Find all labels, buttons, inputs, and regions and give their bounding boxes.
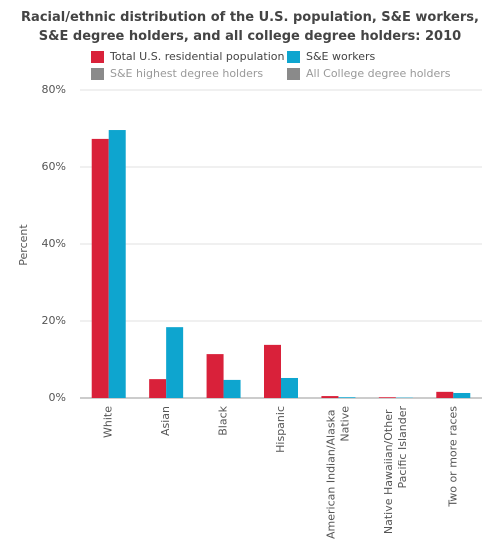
- y-tick-label: 20%: [42, 314, 66, 327]
- bar: [108, 130, 126, 399]
- x-tick-group: Two or more races: [446, 406, 459, 508]
- y-tick-label: 80%: [42, 83, 66, 96]
- x-tick-group: Hispanic: [274, 406, 287, 453]
- chart-title: Racial/ethnic distribution of the U.S. p…: [21, 10, 479, 44]
- bar: [378, 397, 396, 398]
- y-tick-label: 0%: [49, 391, 66, 404]
- bar: [91, 138, 109, 398]
- x-tick-label: Asian: [159, 406, 172, 436]
- y-tick-label: 40%: [42, 237, 66, 250]
- bar: [321, 396, 339, 398]
- legend-label: S&E highest degree holders: [110, 67, 263, 80]
- x-tick-label: White: [102, 406, 115, 438]
- y-tick-label: 60%: [42, 160, 66, 173]
- x-tick-label: Two or more races: [446, 406, 459, 508]
- x-tick-label: Black: [217, 405, 230, 435]
- legend-swatch: [287, 51, 300, 63]
- x-tick-group: Black: [217, 405, 230, 435]
- x-tick-group: Native Hawaiian/Other Pacific Islander: [382, 406, 409, 535]
- bar: [166, 327, 184, 398]
- x-tick-group: White: [102, 406, 115, 438]
- x-tick-group: American Indian/Alaska Native: [324, 406, 351, 539]
- x-tick-label: Native Hawaiian/Other Pacific Islander: [382, 406, 409, 535]
- bar: [281, 377, 298, 398]
- legend-label: Total U.S. residential population: [109, 50, 284, 63]
- legend-label: All College degree holders: [306, 67, 451, 80]
- bar: [264, 344, 281, 398]
- legend-label: S&E workers: [306, 50, 376, 63]
- bar: [223, 379, 241, 398]
- x-tick-group: Asian: [159, 406, 172, 436]
- bar: [206, 354, 224, 398]
- bar: [149, 379, 167, 398]
- legend-swatch: [91, 68, 104, 80]
- legend-swatch: [287, 68, 300, 80]
- x-tick-label: American Indian/Alaska Native: [324, 406, 351, 539]
- legend-swatch: [91, 51, 104, 63]
- bar: [436, 391, 454, 398]
- bar: [338, 397, 356, 398]
- bar: [453, 392, 471, 398]
- y-axis-label: Percent: [17, 224, 30, 266]
- x-tick-label: Hispanic: [274, 406, 287, 453]
